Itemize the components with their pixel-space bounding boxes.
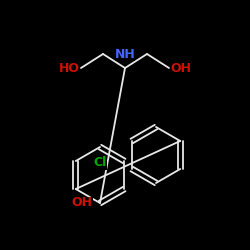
Text: OH: OH xyxy=(170,62,192,74)
Text: OH: OH xyxy=(72,196,92,209)
Text: HO: HO xyxy=(58,62,80,74)
Text: NH: NH xyxy=(114,48,136,60)
Text: Cl: Cl xyxy=(94,156,106,170)
